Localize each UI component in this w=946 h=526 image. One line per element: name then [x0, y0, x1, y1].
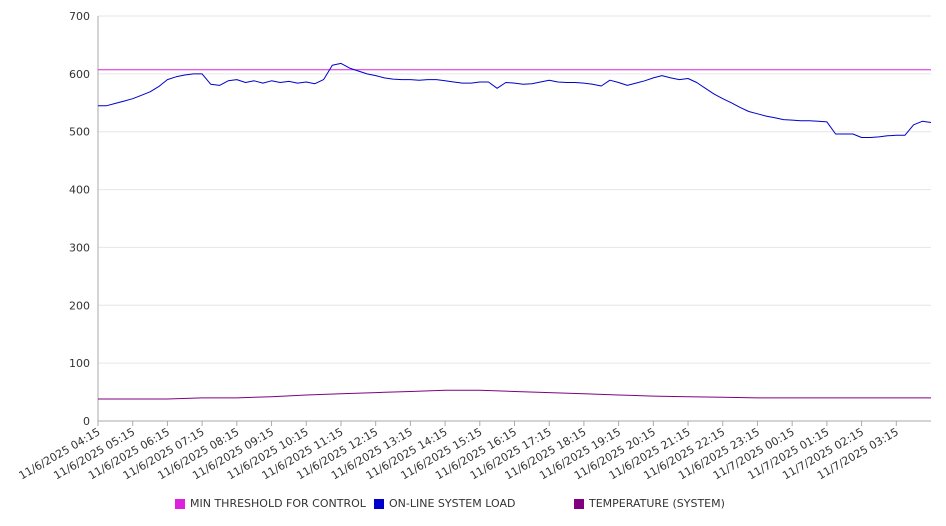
legend-item-system-load[interactable]: ON-LINE SYSTEM LOAD: [374, 497, 515, 510]
legend-swatch-temperature: [574, 498, 584, 509]
legend-label-min-threshold: MIN THRESHOLD FOR CONTROL: [190, 497, 366, 510]
series-line-1: [98, 62, 932, 138]
y-tick-label: 200: [69, 299, 90, 312]
series-lines: [98, 62, 932, 400]
y-tick-label: 500: [69, 126, 90, 139]
legend-swatch-system-load: [374, 498, 384, 509]
legend-item-min-threshold[interactable]: MIN THRESHOLD FOR CONTROL: [175, 497, 366, 510]
legend-swatch-min-threshold: [175, 498, 185, 509]
series-line-2: [98, 389, 931, 400]
grid-lines: [98, 15, 931, 422]
y-axis: 0 100 200 300 400 500 600 700: [69, 10, 99, 428]
y-tick-label: 300: [69, 241, 90, 254]
legend-item-temperature[interactable]: TEMPERATURE (SYSTEM): [574, 497, 725, 510]
y-tick-label: 400: [69, 184, 90, 197]
legend: MIN THRESHOLD FOR CONTROL ON-LINE SYSTEM…: [0, 497, 946, 515]
line-chart: 0 100 200 300 400 500 600 700 11/6/2025 04:1511…: [17, 10, 932, 482]
y-tick-label: 600: [69, 68, 90, 81]
y-tick-label: 700: [69, 10, 90, 23]
y-tick-label: 0: [83, 415, 90, 428]
legend-label-temperature: TEMPERATURE (SYSTEM): [589, 497, 725, 510]
legend-label-system-load: ON-LINE SYSTEM LOAD: [389, 497, 516, 510]
y-tick-label: 100: [69, 357, 90, 370]
